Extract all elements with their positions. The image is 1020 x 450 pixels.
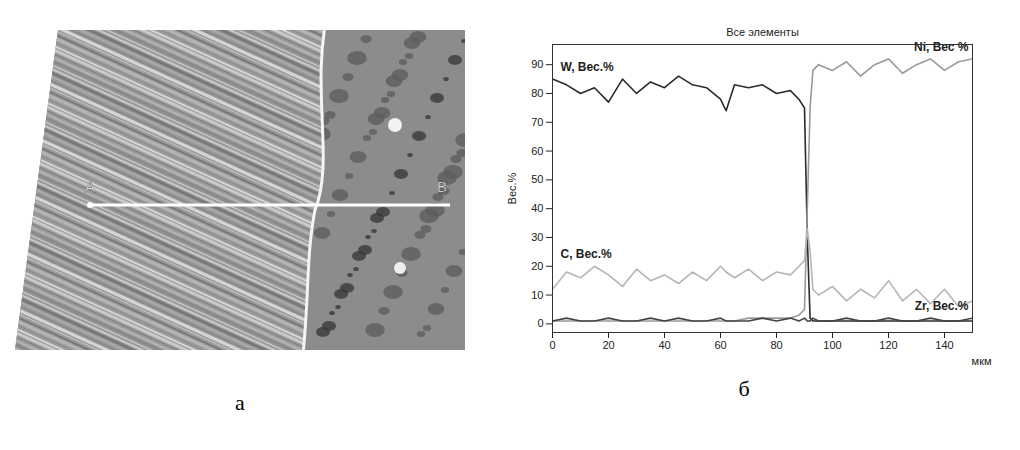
- svg-text:Все элементы: Все элементы: [726, 26, 799, 38]
- svg-text:40: 40: [531, 202, 543, 214]
- svg-text:70: 70: [531, 116, 543, 128]
- svg-text:30: 30: [531, 231, 543, 243]
- svg-text:20: 20: [531, 260, 543, 272]
- svg-text:80: 80: [770, 339, 782, 351]
- svg-text:90: 90: [531, 58, 543, 70]
- html-text:а: а: [235, 390, 245, 415]
- svg-text:120: 120: [879, 339, 897, 351]
- svg-text:0: 0: [537, 317, 543, 329]
- svg-text:мкм: мкм: [972, 355, 992, 367]
- svg-text:40: 40: [658, 339, 670, 351]
- svg-text:Вес.%: Вес.%: [506, 172, 518, 204]
- svg-text:60: 60: [714, 339, 726, 351]
- svg-text:10: 10: [531, 289, 543, 301]
- svg-text:B: B: [437, 178, 447, 195]
- svg-text:100: 100: [823, 339, 841, 351]
- svg-text:W, Вес.%: W, Вес.%: [561, 60, 615, 74]
- svg-text:Zr, Вес.%: Zr, Вес.%: [915, 299, 969, 313]
- svg-text:0: 0: [549, 339, 555, 351]
- svg-text:Ni, Вес %: Ni, Вес %: [914, 40, 969, 54]
- svg-text:60: 60: [531, 145, 543, 157]
- svg-text:A: A: [85, 178, 95, 195]
- html-text:б: б: [738, 376, 750, 401]
- svg-text:50: 50: [531, 173, 543, 185]
- svg-text:20: 20: [602, 339, 614, 351]
- svg-text:80: 80: [531, 87, 543, 99]
- svg-text:140: 140: [935, 339, 953, 351]
- svg-text:C, Вес.%: C, Вес.%: [561, 247, 613, 261]
